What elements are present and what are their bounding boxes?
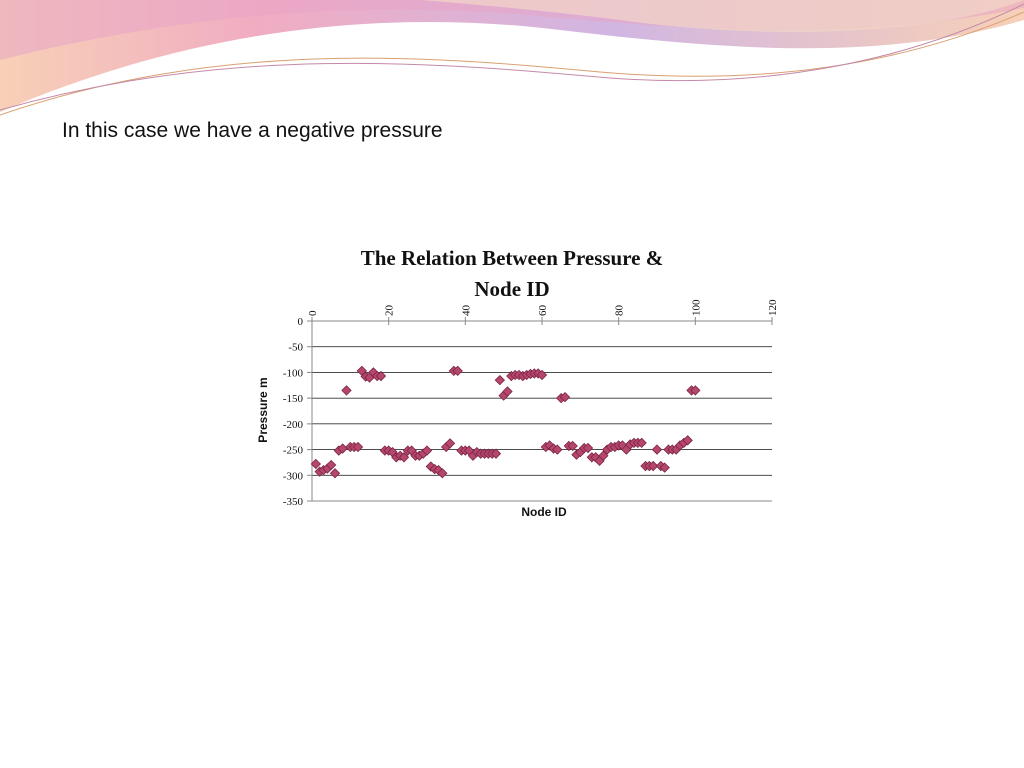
y-axis-label: Pressure m xyxy=(256,377,270,442)
y-tick-label: -350 xyxy=(283,496,304,508)
data-point xyxy=(682,435,693,446)
data-point xyxy=(490,448,502,459)
data-point xyxy=(329,468,341,479)
data-point xyxy=(444,438,456,449)
y-tick-label: -50 xyxy=(288,342,303,354)
x-tick-label: 40 xyxy=(460,305,472,317)
deco-line-2 xyxy=(0,3,1024,111)
data-point xyxy=(559,391,571,403)
data-point xyxy=(536,369,548,381)
data-point xyxy=(636,437,647,449)
x-axis-ticks: 0 20 40 60 80 100 120 xyxy=(307,299,779,316)
y-tick-label: -250 xyxy=(283,445,304,457)
y-tick-label: 0 xyxy=(298,316,304,328)
data-point xyxy=(310,458,321,470)
data-point xyxy=(659,462,670,473)
x-tick-label: 120 xyxy=(767,299,779,316)
data-point xyxy=(690,385,701,396)
x-tick-label: 80 xyxy=(614,305,626,317)
x-tick-label: 60 xyxy=(537,305,549,317)
data-point xyxy=(437,468,448,479)
x-axis-label: Node ID xyxy=(521,505,567,519)
data-point xyxy=(598,450,609,461)
data-point xyxy=(421,445,433,456)
data-markers xyxy=(310,365,701,479)
chart-title-line-1: The Relation Between Pressure & xyxy=(361,246,664,270)
data-point xyxy=(352,441,364,453)
data-point xyxy=(544,440,555,451)
data-point xyxy=(452,365,463,377)
chart-title-line-2: Node ID xyxy=(474,277,549,301)
data-point xyxy=(398,452,410,463)
data-point xyxy=(502,386,513,397)
data-point xyxy=(326,459,337,471)
data-point xyxy=(494,374,505,386)
slide-body-text: In this case we have a negative pressure xyxy=(62,119,443,142)
deco-wave-top xyxy=(420,0,1024,32)
deco-line-1 xyxy=(0,11,1024,116)
slide-decoration xyxy=(0,0,1024,116)
y-tick-label: -100 xyxy=(283,367,304,379)
data-point xyxy=(648,460,659,472)
plot-grid xyxy=(307,317,773,502)
x-tick-label: 100 xyxy=(690,299,702,316)
y-axis-ticks: 0 -50 -100 -150 -200 -250 -300 -350 xyxy=(283,316,304,508)
x-tick-label: 20 xyxy=(384,305,396,317)
data-point xyxy=(552,444,563,455)
y-tick-label: -200 xyxy=(283,419,304,431)
data-point xyxy=(567,440,578,452)
y-tick-label: -150 xyxy=(283,393,304,405)
x-tick-label: 0 xyxy=(307,310,319,316)
data-point xyxy=(341,385,352,396)
y-tick-label: -300 xyxy=(283,470,304,482)
data-point xyxy=(651,444,663,455)
data-point xyxy=(375,370,387,382)
scatter-chart: The Relation Between Pressure & Node ID … xyxy=(256,246,779,519)
data-point xyxy=(582,442,594,454)
